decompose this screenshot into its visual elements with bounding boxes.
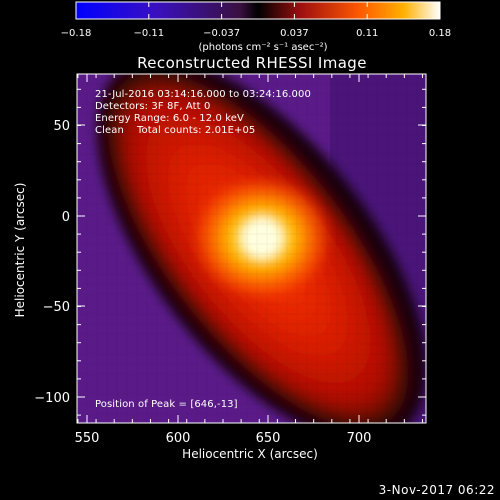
y-axis-ticks: 50 0 −50 −100 xyxy=(34,88,426,416)
plot-title: Reconstructed RHESSI Image xyxy=(137,54,367,72)
peak-position-label: Position of Peak = [646,-13] xyxy=(95,399,238,410)
colorbar-tick-label: −0.037 xyxy=(203,28,240,39)
x-tick-label: 650 xyxy=(256,431,281,446)
colorbar-tick-label: 0.037 xyxy=(280,28,309,39)
x-axis-title: Heliocentric X (arcsec) xyxy=(182,447,318,461)
x-tick-label: 700 xyxy=(347,431,372,446)
colorbar-tick-label: −0.11 xyxy=(133,28,164,39)
colorbar-frame xyxy=(75,1,441,20)
info-line-detectors: Detectors: 3F 8F, Att 0 xyxy=(95,101,210,112)
y-tick-label: −100 xyxy=(34,391,70,406)
info-overlay: 21-Jul-2016 03:14:16.000 to 03:24:16.000… xyxy=(95,89,311,136)
plot-frame xyxy=(76,73,427,424)
info-line-energy-range: Energy Range: 6.0 - 12.0 keV xyxy=(95,113,244,124)
colorbar-tick-label: 0.18 xyxy=(429,28,451,39)
y-tick-label: 50 xyxy=(53,119,70,134)
x-tick-label: 550 xyxy=(75,431,100,446)
x-tick-label: 600 xyxy=(166,431,191,446)
colorbar-tick-label: 0.11 xyxy=(356,28,378,39)
footer-date: 3-Nov-2017 06:22 xyxy=(379,483,495,497)
x-axis-ticks: 550 600 650 700 xyxy=(75,74,423,446)
y-tick-label: −50 xyxy=(43,300,70,315)
y-tick-label: 0 xyxy=(62,210,70,225)
y-axis-title: Heliocentric Y (arcsec) xyxy=(13,183,27,318)
info-line-time-range: 21-Jul-2016 03:14:16.000 to 03:24:16.000 xyxy=(95,89,311,100)
colorbar: −0.18 −0.11 −0.037 0.037 0.11 0.18 (photons c… xyxy=(61,1,451,53)
colorbar-gradient xyxy=(76,2,440,19)
colorbar-tick-label: −0.18 xyxy=(61,28,92,39)
pixel-texture xyxy=(77,74,426,423)
colorbar-ticks: −0.18 −0.11 −0.037 0.037 0.11 0.18 xyxy=(61,2,451,39)
rhessi-image xyxy=(77,74,426,423)
info-line-clean-counts: Clean Total counts: 2.01E+05 xyxy=(95,125,255,136)
colorbar-unit-label: (photons cm⁻² s⁻¹ asec⁻²) xyxy=(198,42,327,53)
